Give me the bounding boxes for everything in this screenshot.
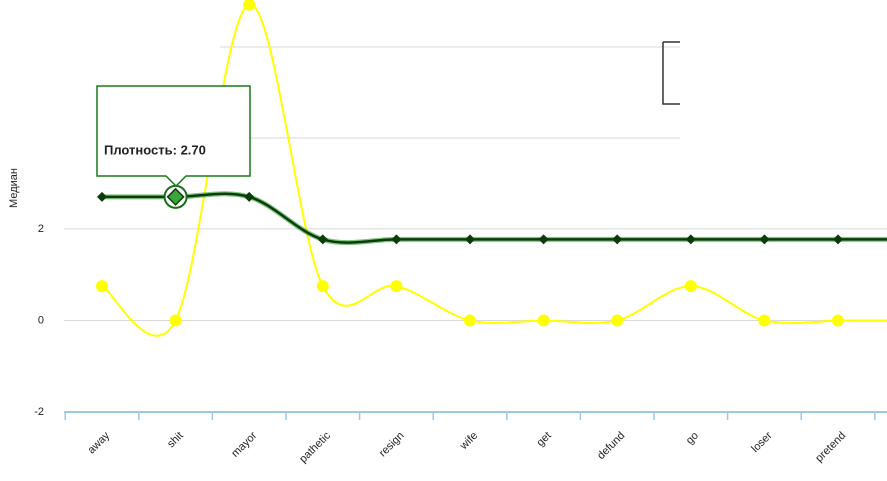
point bbox=[169, 314, 182, 327]
x-tick-label: wife bbox=[457, 430, 480, 453]
point bbox=[390, 280, 403, 293]
x-tick-label: loser bbox=[749, 429, 775, 455]
x-tick-label: go bbox=[684, 430, 701, 447]
y-tick-label: -2 bbox=[34, 406, 44, 418]
x-tick-label: defund bbox=[595, 430, 627, 462]
x-tick-label: get bbox=[534, 430, 553, 449]
point bbox=[684, 280, 697, 293]
y-tick-label: 0 bbox=[38, 314, 44, 326]
point bbox=[538, 234, 549, 245]
x-tick-label: resign bbox=[377, 430, 407, 460]
point bbox=[832, 314, 844, 327]
tooltip-text: Плотность: 2.70 bbox=[104, 142, 206, 157]
point bbox=[316, 280, 329, 293]
y-axis-label: Медиан bbox=[8, 168, 20, 208]
x-tick-label: pretend bbox=[813, 430, 848, 465]
point bbox=[97, 191, 107, 202]
point bbox=[96, 280, 108, 293]
point bbox=[317, 234, 328, 245]
point bbox=[833, 234, 843, 245]
point bbox=[612, 234, 623, 245]
point bbox=[244, 191, 255, 202]
point bbox=[685, 234, 696, 245]
point bbox=[611, 314, 624, 327]
tooltip-box bbox=[96, 85, 251, 188]
tooltip: Плотность: 2.70 bbox=[96, 85, 251, 188]
point bbox=[391, 234, 402, 245]
point bbox=[243, 0, 256, 11]
x-tick-label: mayor bbox=[229, 429, 259, 459]
point bbox=[759, 234, 770, 245]
series-line bbox=[101, 192, 887, 244]
point bbox=[537, 314, 550, 327]
x-tick-label: pathetic bbox=[297, 429, 333, 465]
series-line-shadow bbox=[101, 191, 887, 246]
point bbox=[166, 187, 185, 206]
x-tick-label: away bbox=[86, 429, 113, 456]
point bbox=[464, 314, 476, 327]
x-tick-label: shit bbox=[165, 430, 186, 451]
grid: -2 0 2 away shit mayor pathetic resign wife get de… bbox=[34, 223, 887, 465]
legend-box bbox=[662, 41, 680, 105]
y-tick-label: 2 bbox=[38, 223, 44, 235]
point bbox=[758, 314, 771, 327]
plot bbox=[96, 0, 887, 337]
point bbox=[465, 234, 475, 245]
